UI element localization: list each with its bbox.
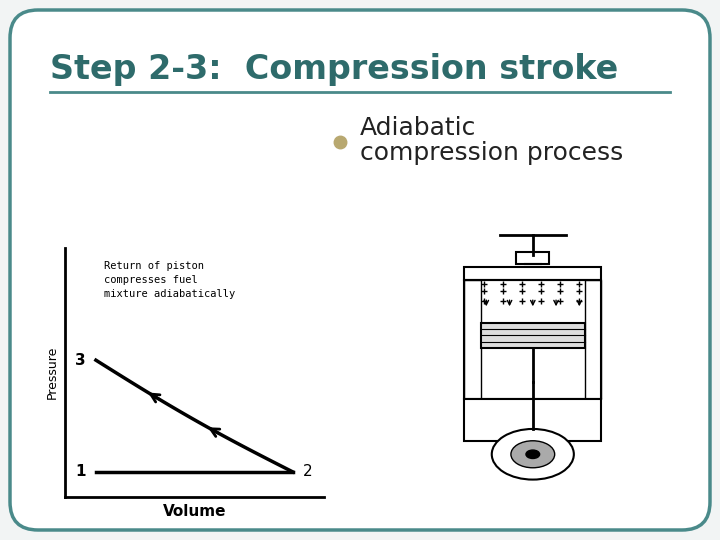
Y-axis label: Pressure: Pressure — [46, 346, 59, 399]
X-axis label: Volume: Volume — [163, 504, 226, 519]
Text: Step 2-3:  Compression stroke: Step 2-3: Compression stroke — [50, 53, 618, 86]
Circle shape — [511, 441, 554, 468]
Text: 1: 1 — [75, 464, 86, 480]
Bar — [464, 399, 601, 441]
Text: 3: 3 — [75, 353, 86, 368]
Bar — [516, 252, 549, 264]
Circle shape — [526, 450, 540, 458]
Bar — [481, 323, 585, 348]
Circle shape — [492, 429, 574, 480]
Bar — [464, 267, 601, 280]
Text: Adiabatic: Adiabatic — [360, 116, 477, 140]
Bar — [585, 280, 601, 399]
Text: Return of piston
compresses fuel
mixture adiabatically: Return of piston compresses fuel mixture… — [104, 261, 235, 299]
Text: compression process: compression process — [360, 141, 624, 165]
Bar — [464, 280, 481, 399]
Bar — [464, 280, 601, 399]
FancyBboxPatch shape — [10, 10, 710, 530]
Text: 2: 2 — [303, 464, 313, 480]
